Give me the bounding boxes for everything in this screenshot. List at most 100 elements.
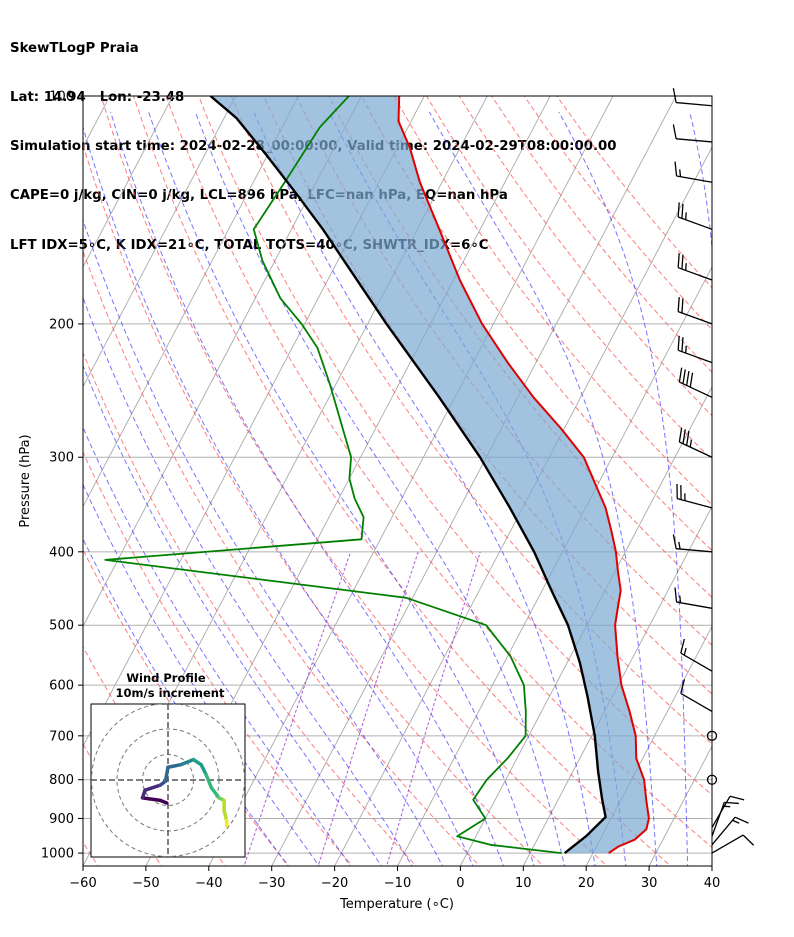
wind-barb <box>672 88 713 107</box>
dry-adiabat <box>198 96 712 796</box>
barb-flag <box>681 337 684 352</box>
barb-flag <box>681 298 684 314</box>
barb-flag <box>682 429 686 444</box>
barb-flag <box>685 370 690 386</box>
x-tick-label: 0 <box>456 876 464 891</box>
dry-adiabat <box>83 249 481 866</box>
barb-shaft <box>679 441 713 458</box>
wind-barb <box>711 816 749 846</box>
x-tick-label: −30 <box>258 876 285 891</box>
barb-half-flag <box>732 819 740 824</box>
barb-flag <box>678 427 683 443</box>
parcel-line <box>209 96 607 855</box>
x-tick-label: −10 <box>384 876 411 891</box>
hodograph-segment <box>163 765 170 784</box>
hodograph-title: Wind Profile <box>126 671 206 685</box>
y-axis-label: Pressure (hPa) <box>18 434 33 527</box>
moist-adiabat <box>148 111 535 866</box>
dry-adiabat <box>165 96 712 849</box>
barb-flag <box>680 638 685 654</box>
isotherm-line <box>585 625 712 866</box>
wind-barb <box>674 587 713 609</box>
isotherm-line <box>208 96 614 866</box>
wind-barb <box>677 297 713 325</box>
dry-adiabat <box>393 96 712 506</box>
barb-flag <box>672 534 677 549</box>
barb-shaft <box>677 216 713 230</box>
barb-flag <box>734 816 749 824</box>
wind-barb <box>678 427 713 458</box>
moist-adiabat <box>253 111 596 866</box>
cape-shading <box>210 96 649 854</box>
barb-half-flag <box>685 212 687 220</box>
barb-flag <box>672 124 677 139</box>
barb-half-flag <box>679 169 682 177</box>
dewpoint-line <box>104 96 562 854</box>
barb-shaft <box>676 101 713 107</box>
barb-half-flag <box>685 345 687 354</box>
barb-flag <box>680 679 685 694</box>
hodograph-segment <box>199 762 208 777</box>
y-tick-label: 100 <box>49 90 74 105</box>
barb-shaft <box>711 795 731 828</box>
mixing-ratio-lines <box>243 551 481 866</box>
x-tick-label: −40 <box>195 876 222 891</box>
y-axis: 1000 900 800 700 600 500 400 300 200 100 <box>41 90 83 862</box>
x-tick-label: −50 <box>132 876 159 891</box>
moist-adiabat <box>83 296 413 866</box>
moist-adiabat <box>83 426 351 866</box>
x-tick-label: 10 <box>515 876 532 891</box>
wind-barb <box>680 679 713 713</box>
isotherm-line <box>522 505 712 866</box>
y-tick-label: 600 <box>49 679 74 694</box>
barb-flag <box>674 587 678 603</box>
hodograph-segment <box>204 773 214 790</box>
barb-shaft <box>676 138 713 143</box>
y-tick-label: 900 <box>49 812 74 827</box>
barb-flag <box>681 203 684 219</box>
wind-barb <box>680 638 713 672</box>
hodograph-inset: Wind Profile 10m/s increment <box>90 671 246 858</box>
dry-adiabat <box>83 143 545 866</box>
barb-half-flag <box>689 439 693 448</box>
y-tick-label: 800 <box>49 773 74 788</box>
moist-adiabat <box>689 111 712 253</box>
moist-adiabat <box>194 111 565 866</box>
barb-flag <box>689 372 694 388</box>
barb-flag <box>682 369 686 384</box>
barb-flag <box>677 202 680 218</box>
y-tick-label: 400 <box>49 545 74 560</box>
moist-adiabat <box>428 111 658 866</box>
y-tick-label: 1000 <box>41 847 74 862</box>
x-tick-label: 20 <box>578 876 595 891</box>
moist-adiabat <box>83 483 320 866</box>
barb-flag <box>674 161 678 177</box>
dry-adiabat <box>83 548 290 866</box>
wind-barb <box>677 335 713 364</box>
barb-half-flag <box>678 541 681 550</box>
moist-adiabat <box>83 125 474 866</box>
hodograph-segment <box>140 796 163 803</box>
barb-flag <box>685 430 690 446</box>
station-title: SkewTLogP Praia <box>10 40 139 56</box>
barb-shaft <box>677 267 713 281</box>
wind-barb <box>674 161 713 183</box>
barb-flag <box>672 88 677 103</box>
isotherm-line <box>83 96 174 268</box>
barb-shaft <box>676 601 713 609</box>
barb-shaft <box>711 834 744 854</box>
barb-flag <box>742 834 755 846</box>
mixing-ratio-line <box>317 551 419 866</box>
temperature-line <box>397 96 650 854</box>
barb-flag <box>678 367 683 383</box>
moist-adiabat <box>558 111 689 866</box>
barb-shaft <box>680 652 713 672</box>
mixing-ratio-line <box>243 551 352 866</box>
moist-adiabat <box>83 218 444 866</box>
barb-shaft <box>711 802 725 837</box>
barb-shaft <box>677 310 713 325</box>
y-tick-label: 700 <box>49 729 74 744</box>
barb-flag <box>681 254 684 270</box>
dry-adiabat <box>83 841 99 866</box>
